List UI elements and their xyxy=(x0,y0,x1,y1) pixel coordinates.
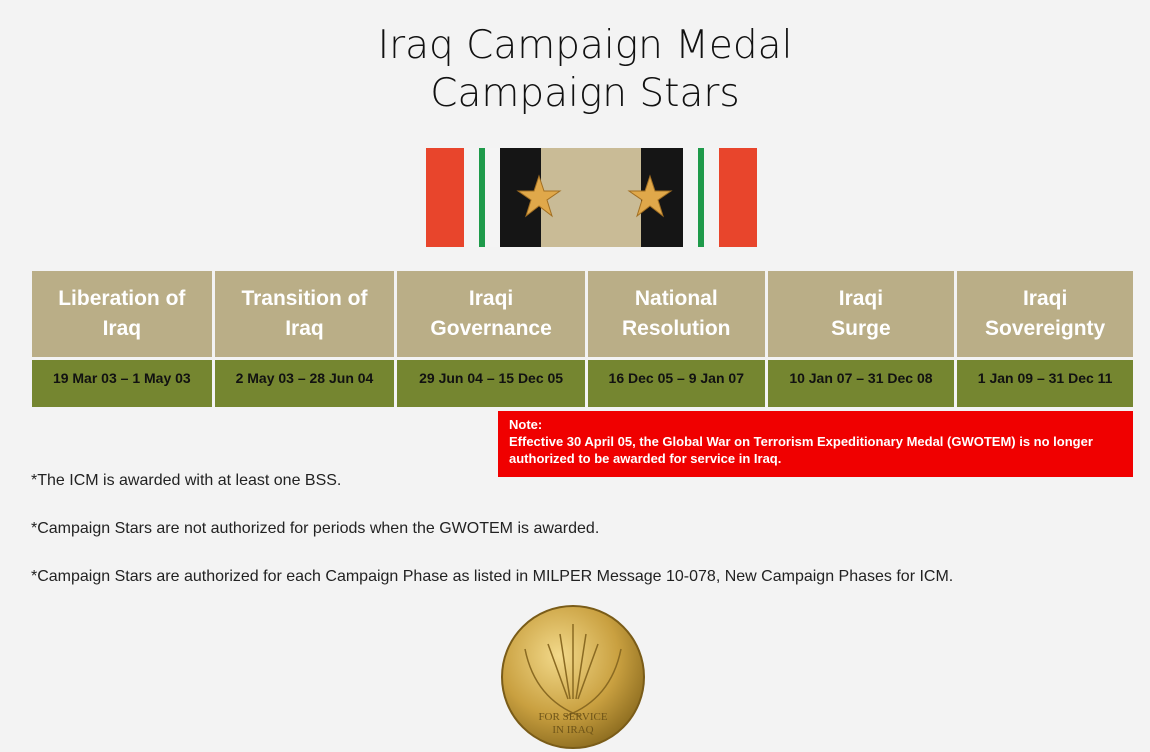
phase-header: Liberation of Iraq xyxy=(32,271,212,357)
medal-image: FOR SERVICE IN IRAQ xyxy=(501,605,645,749)
campaign-phases-table: Liberation of Iraq Transition of Iraq Iraq… xyxy=(29,268,1136,410)
note-box: Note: Effective 30 April 05, the Global … xyxy=(498,411,1133,477)
phase-dates: 29 Jun 04 – 15 Dec 05 xyxy=(397,360,585,407)
star-icon xyxy=(627,174,673,218)
footnote: *Campaign Stars are not authorized for p… xyxy=(31,520,600,537)
footnote: *Campaign Stars are authorized for each … xyxy=(31,568,954,585)
phase-header: Iraqi Sovereignty xyxy=(957,271,1133,357)
note-text: Effective 30 April 05, the Global War on… xyxy=(509,434,1093,466)
note-heading: Note: xyxy=(509,417,543,432)
phase-dates: 2 May 03 – 28 Jun 04 xyxy=(214,360,395,407)
phase-header: Transition of Iraq xyxy=(214,271,395,357)
star-icon xyxy=(516,174,562,218)
footnote: *The ICM is awarded with at least one BS… xyxy=(31,472,342,489)
page-title: Iraq Campaign Medal Campaign Stars xyxy=(0,22,1150,118)
phase-dates: 10 Jan 07 – 31 Dec 08 xyxy=(767,360,955,407)
svg-text:IN IRAQ: IN IRAQ xyxy=(552,724,593,736)
phase-dates: 1 Jan 09 – 31 Dec 11 xyxy=(957,360,1133,407)
phase-header: Iraqi Governance xyxy=(397,271,585,357)
phase-dates: 16 Dec 05 – 9 Jan 07 xyxy=(587,360,765,407)
medal-text: FOR SERVICE xyxy=(538,711,607,723)
title-line-2: Campaign Stars xyxy=(430,71,740,116)
title-line-1: Iraq Campaign Medal xyxy=(377,23,793,68)
phase-header: National Resolution xyxy=(587,271,765,357)
ribbon-image xyxy=(426,148,757,247)
phase-dates: 19 Mar 03 – 1 May 03 xyxy=(32,360,212,407)
phase-header: Iraqi Surge xyxy=(767,271,955,357)
